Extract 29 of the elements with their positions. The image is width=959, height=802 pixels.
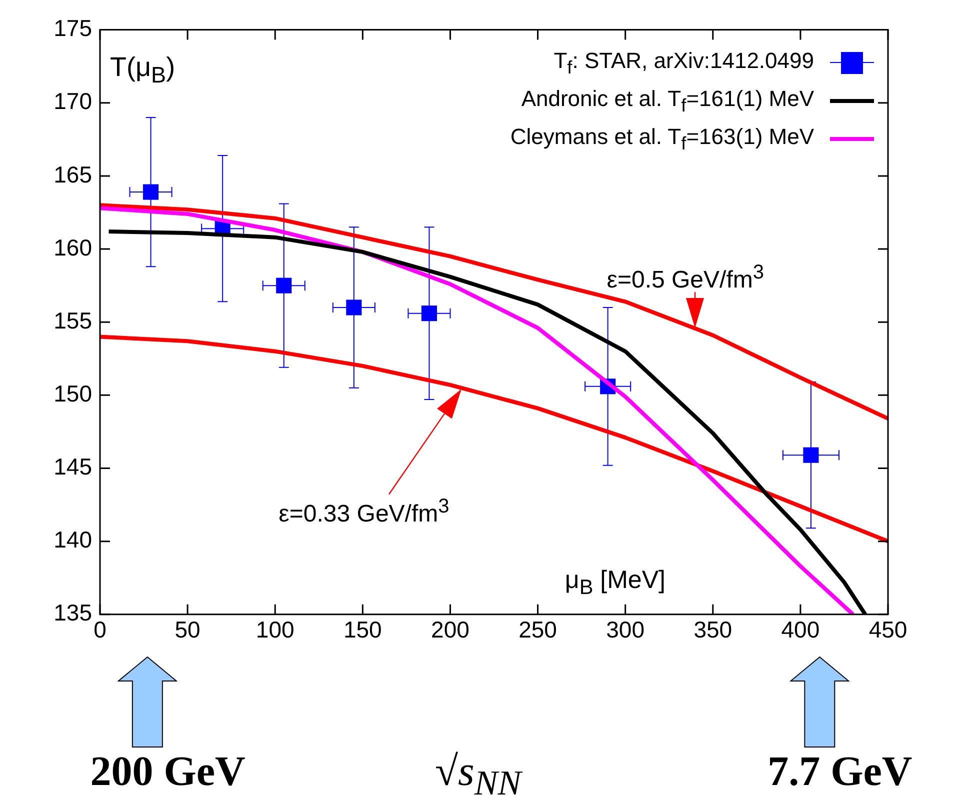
x-tick-label: 450 (868, 616, 908, 643)
x-tick-label: 350 (694, 616, 732, 643)
y-tick-label: 145 (54, 454, 92, 480)
annotation: ε=0.5 GeV/fm$^{3}$ (606, 261, 764, 294)
annotation: ε=0.33 GeV/fm$^{3}$ (278, 496, 450, 529)
x-tick-label: 200 (431, 616, 470, 643)
y-tick-label: 135 (54, 600, 92, 626)
x-tick-label: 400 (781, 616, 820, 643)
x-tick-label: 0 (94, 616, 106, 643)
y-tick-label: 170 (54, 88, 92, 114)
x-tick-label: 150 (343, 616, 382, 643)
legend-label: Cleymans et al. T$_{f}$=163(1) MeV (510, 124, 814, 154)
x-tick-label: 300 (606, 616, 645, 643)
y-tick-label: 160 (54, 234, 92, 260)
y-tick-label: 175 (54, 15, 92, 42)
x-tick-label: 50 (174, 616, 200, 643)
x-tick-label: 100 (256, 616, 294, 643)
text: 200 GeV (90, 748, 246, 796)
y-axis-title: T(μ$_{B}$) (110, 52, 176, 88)
y-tick-label: 165 (54, 161, 92, 188)
y-tick-label: 140 (54, 526, 92, 553)
y-tick-label: 155 (54, 307, 92, 334)
x-axis-title: μ$_{B}$ [MeV] (564, 566, 666, 600)
text: √s$_{NN}$ (434, 748, 522, 802)
y-tick-label: 150 (54, 380, 92, 407)
text: 7.7 GeV (768, 748, 912, 796)
x-tick-label: 250 (518, 616, 557, 643)
legend-label: T$_{f}$: STAR, arXiv:1412.0499 (554, 48, 814, 78)
legend-label: Andronic et al. T$_{f}$=161(1) MeV (521, 86, 814, 116)
